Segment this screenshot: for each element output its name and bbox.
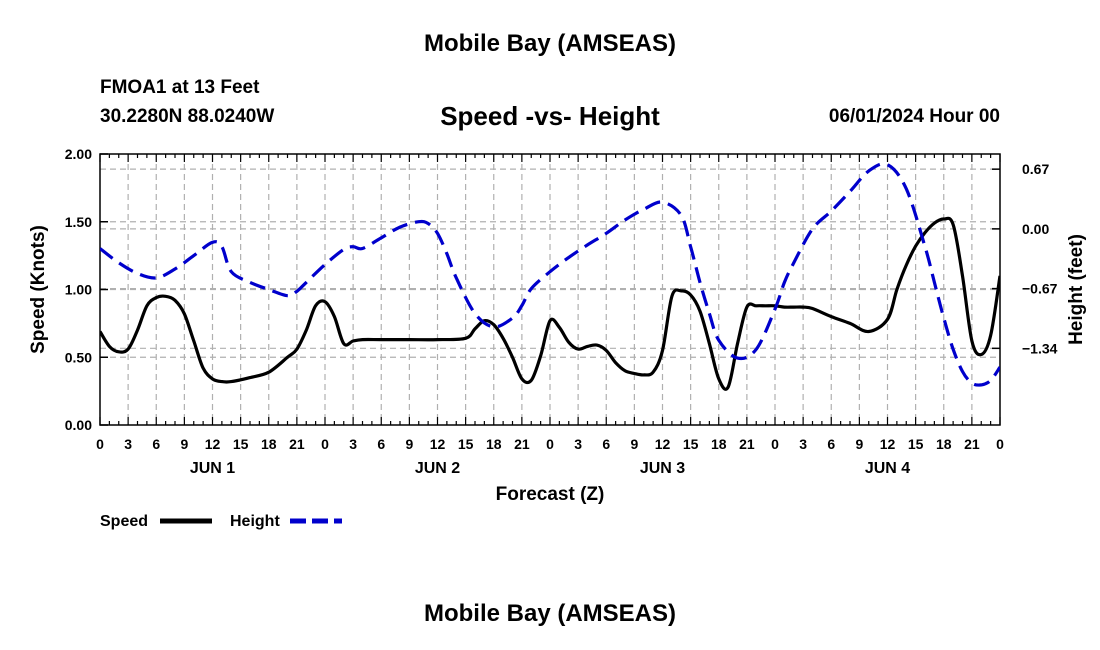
y-tick-label: 1.50: [65, 214, 92, 230]
x-tick-label: 0: [771, 436, 779, 452]
chart-title: Mobile Bay (AMSEAS): [423, 30, 677, 57]
x-tick-label: 0: [996, 436, 1004, 452]
x-tick-label: 15: [908, 436, 924, 452]
x-tick-label: 21: [739, 436, 755, 452]
x-tick-label: 15: [458, 436, 474, 452]
x-tick-label: 15: [233, 436, 249, 452]
x-tick-label: 0: [96, 436, 104, 452]
legend-label-height: Height: [230, 513, 280, 530]
x-tick-label: 3: [349, 436, 357, 452]
station-coordinates: 30.2280N 88.0240W: [100, 106, 275, 127]
forecast-datetime: 06/01/2024 Hour 00: [828, 106, 1000, 127]
day-label: JUN 3: [640, 460, 685, 477]
day-label: JUN 2: [415, 460, 460, 477]
x-tick-label: 12: [430, 436, 446, 452]
x-tick-label: 6: [377, 436, 385, 452]
x-tick-label: 9: [180, 436, 188, 452]
y-tick-label: 1.00: [65, 282, 92, 298]
y-axis-title: Speed (Knots): [28, 225, 49, 354]
chart-subtitle: Speed -vs- Height: [440, 101, 660, 131]
x-tick-label: 6: [827, 436, 835, 452]
x-tick-label: 9: [630, 436, 638, 452]
x-tick-label: 18: [936, 436, 952, 452]
x-tick-label: 18: [486, 436, 502, 452]
x-tick-label: 12: [205, 436, 221, 452]
y2-tick-label: −0.67: [1022, 281, 1058, 297]
x-tick-label: 6: [602, 436, 610, 452]
x-tick-label: 6: [152, 436, 160, 452]
x-tick-label: 18: [711, 436, 727, 452]
x-tick-label: 15: [683, 436, 699, 452]
y2-axis-title: Height (feet): [1066, 234, 1087, 345]
y2-tick-label: 0.00: [1022, 221, 1049, 237]
x-tick-label: 12: [655, 436, 671, 452]
y-tick-label: 2.00: [65, 146, 92, 162]
x-tick-label: 9: [405, 436, 413, 452]
day-label: JUN 4: [865, 460, 910, 477]
x-tick-label: 12: [880, 436, 896, 452]
station-label: FMOA1 at 13 Feet: [100, 77, 260, 98]
x-tick-label: 3: [574, 436, 582, 452]
x-tick-label: 9: [855, 436, 863, 452]
x-tick-label: 3: [799, 436, 807, 452]
x-axis-title: Forecast (Z): [496, 484, 605, 505]
footer-title: Mobile Bay (AMSEAS): [423, 600, 677, 627]
y-tick-label: 0.50: [65, 349, 92, 365]
x-tick-label: 0: [321, 436, 329, 452]
x-tick-label: 18: [261, 436, 277, 452]
y2-tick-label: −1.34: [1022, 340, 1058, 356]
y2-tick-label: 0.67: [1022, 161, 1049, 177]
y-tick-label: 0.00: [65, 417, 92, 433]
x-tick-label: 21: [514, 436, 530, 452]
series-line-speed: [100, 216, 1000, 391]
x-tick-label: 0: [546, 436, 554, 452]
x-tick-label: 3: [124, 436, 132, 452]
day-label: JUN 1: [190, 460, 235, 477]
x-tick-label: 21: [964, 436, 980, 452]
legend-label-speed: Speed: [100, 513, 148, 530]
x-tick-label: 21: [289, 436, 305, 452]
